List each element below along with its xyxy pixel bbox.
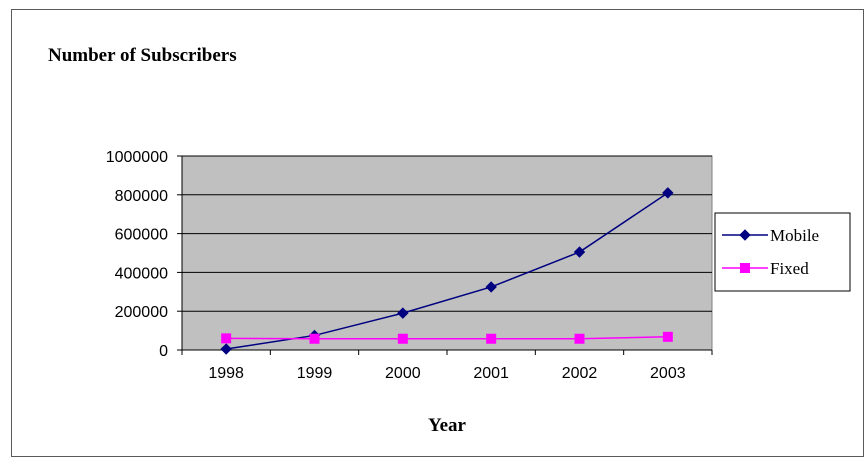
legend-fixed-marker <box>740 263 750 273</box>
fixed-data-point <box>221 333 232 344</box>
y-tick-label: 400000 <box>115 265 168 282</box>
fixed-data-point <box>662 331 673 342</box>
series-markers <box>220 187 674 355</box>
x-tick-label: 2001 <box>473 365 509 382</box>
chart-title: Number of Subscribers <box>48 45 237 66</box>
x-axis-title: Year <box>428 415 467 436</box>
fixed-data-point <box>486 333 497 344</box>
fixed-series-line <box>226 336 668 340</box>
fixed-data-point <box>309 333 320 344</box>
x-tick-label: 2000 <box>385 365 421 382</box>
legend-mobile-label: Mobile <box>770 226 819 245</box>
y-tick-label: 800000 <box>115 188 168 205</box>
mobile-data-point <box>485 281 497 293</box>
plot-area <box>181 155 713 351</box>
legend-box <box>714 212 851 292</box>
mobile-data-point <box>220 343 232 355</box>
gridlines <box>182 155 712 312</box>
y-tick-label: 200000 <box>115 304 168 321</box>
y-axis-ticks: 0 200000 400000 600000 800000 1000000 <box>106 149 182 360</box>
y-tick-label: 600000 <box>115 227 168 244</box>
mobile-series-line <box>226 192 669 350</box>
y-tick-label: 0 <box>159 343 168 360</box>
mobile-data-point <box>662 187 674 199</box>
x-tick-label: 2002 <box>562 365 598 382</box>
x-tick-label: 1998 <box>208 365 244 382</box>
fixed-data-point <box>397 333 408 344</box>
x-axis-ticks: 1998 1999 2000 2001 2002 2003 <box>181 350 713 382</box>
x-tick-label: 2003 <box>650 365 686 382</box>
legend: Mobile Fixed <box>714 212 851 292</box>
legend-mobile-marker <box>739 229 751 241</box>
mobile-data-point <box>573 246 586 258</box>
fixed-data-point <box>574 333 585 344</box>
x-tick-label: 1999 <box>297 365 333 382</box>
y-tick-label: 1000000 <box>106 149 168 166</box>
series-lines <box>226 192 669 350</box>
mobile-data-point <box>397 307 409 319</box>
legend-fixed-label: Fixed <box>770 259 809 278</box>
